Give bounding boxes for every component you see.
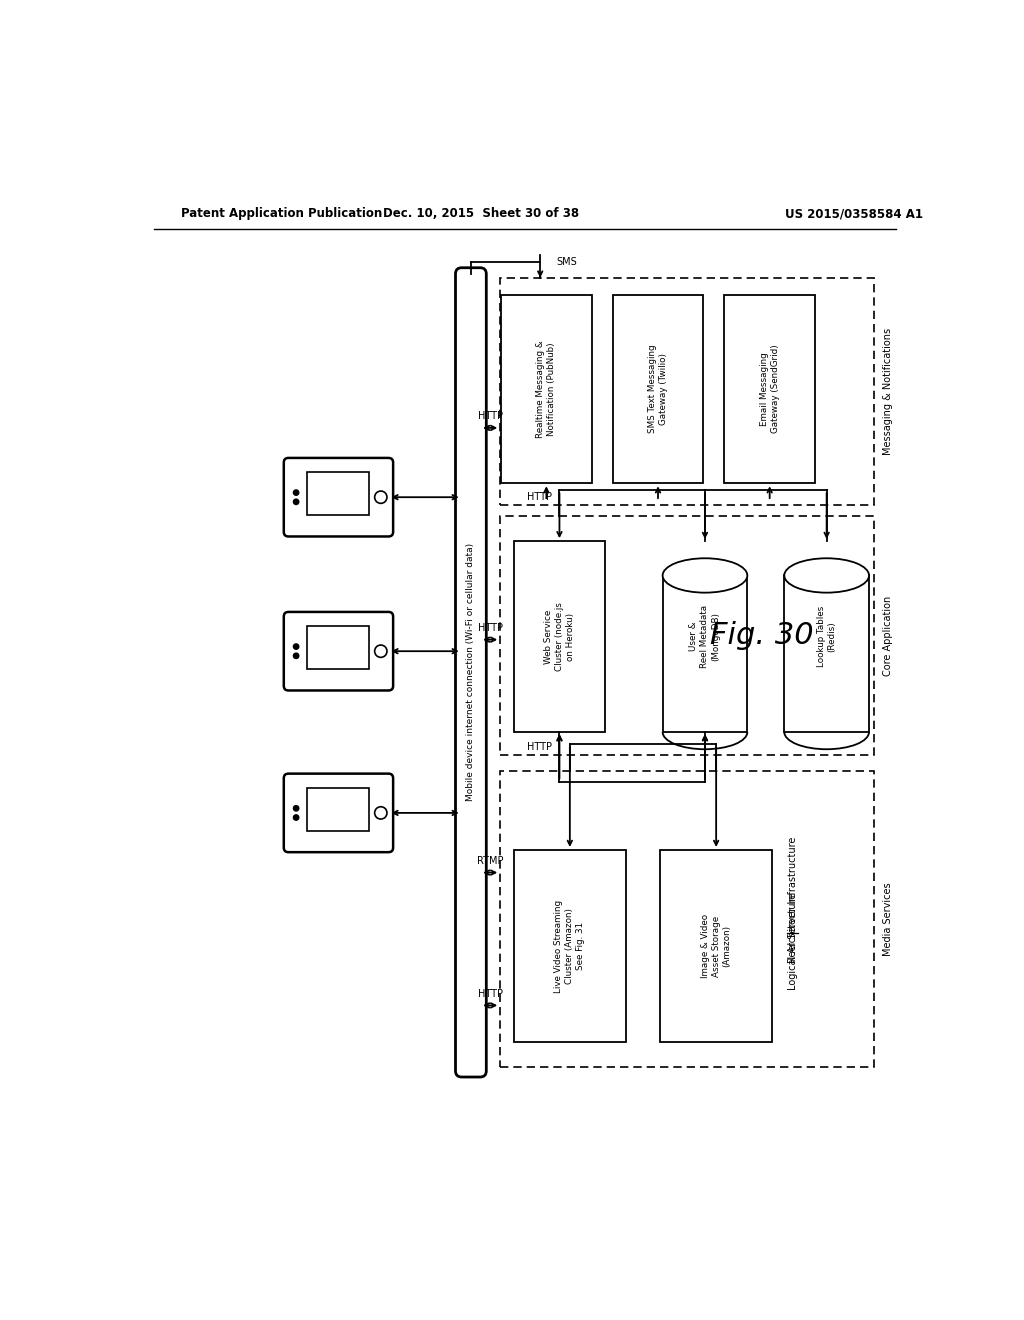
Text: SMS Text Messaging
Gateway (Twilio): SMS Text Messaging Gateway (Twilio) [648, 345, 668, 433]
Text: HTTP: HTTP [477, 412, 503, 421]
Text: Dec. 10, 2015  Sheet 30 of 38: Dec. 10, 2015 Sheet 30 of 38 [383, 207, 579, 220]
Text: Messaging & Notifications: Messaging & Notifications [883, 327, 893, 455]
Bar [660, 850, 772, 1043]
FancyBboxPatch shape [284, 612, 393, 690]
Text: Logical Architecture: Logical Architecture [787, 894, 798, 990]
Text: Reel Server Infrastructure: Reel Server Infrastructure [787, 837, 798, 962]
Bar [501, 294, 592, 483]
Text: Live Video Streaming
Cluster (Amazon)
See Fig. 31: Live Video Streaming Cluster (Amazon) Se… [554, 899, 586, 993]
Bar [612, 294, 703, 483]
Text: Fig. 30: Fig. 30 [711, 622, 814, 651]
Bar [500, 516, 873, 755]
Ellipse shape [663, 558, 748, 593]
Text: Mobile device internet connection (Wi-Fi or cellular data): Mobile device internet connection (Wi-Fi… [466, 544, 475, 801]
Bar [514, 850, 626, 1043]
Text: Web Service
Cluster (node.js
on Heroku): Web Service Cluster (node.js on Heroku) [544, 602, 575, 671]
Text: SMS: SMS [557, 257, 578, 268]
Bar [307, 626, 370, 669]
Circle shape [294, 805, 299, 810]
Text: US 2015/0358584 A1: US 2015/0358584 A1 [785, 207, 924, 220]
Text: Email Messaging
Gateway (SendGrid): Email Messaging Gateway (SendGrid) [760, 345, 779, 433]
Text: HTTP: HTTP [527, 742, 552, 752]
Bar [724, 294, 815, 483]
FancyBboxPatch shape [456, 268, 486, 1077]
Circle shape [294, 653, 299, 659]
Text: Realtime Messaging &
Notification (PubNub): Realtime Messaging & Notification (PubNu… [537, 341, 556, 438]
Text: HTTP: HTTP [477, 989, 503, 999]
Circle shape [294, 499, 299, 504]
Text: User &
Reel Metadata
(MongoDB): User & Reel Metadata (MongoDB) [689, 605, 721, 668]
Text: RTMP: RTMP [477, 857, 504, 866]
Circle shape [294, 814, 299, 820]
Text: Image & Video
Asset Storage
(Amazon): Image & Video Asset Storage (Amazon) [700, 913, 732, 978]
Bar [784, 576, 869, 733]
Bar [500, 771, 873, 1067]
Text: Lookup Tables
(Redis): Lookup Tables (Redis) [816, 606, 837, 667]
Text: Media Services: Media Services [883, 882, 893, 956]
Ellipse shape [784, 558, 869, 593]
Text: HTTP: HTTP [527, 492, 552, 502]
FancyBboxPatch shape [284, 774, 393, 853]
FancyBboxPatch shape [284, 458, 393, 536]
Bar [500, 277, 873, 506]
Circle shape [294, 490, 299, 495]
Bar [663, 576, 748, 733]
Text: Core Application: Core Application [883, 595, 893, 676]
Bar [307, 471, 370, 515]
Text: HTTP: HTTP [477, 623, 503, 634]
Bar [514, 541, 605, 733]
Bar [307, 788, 370, 830]
Text: Patent Application Publication: Patent Application Publication [180, 207, 382, 220]
Circle shape [294, 644, 299, 649]
